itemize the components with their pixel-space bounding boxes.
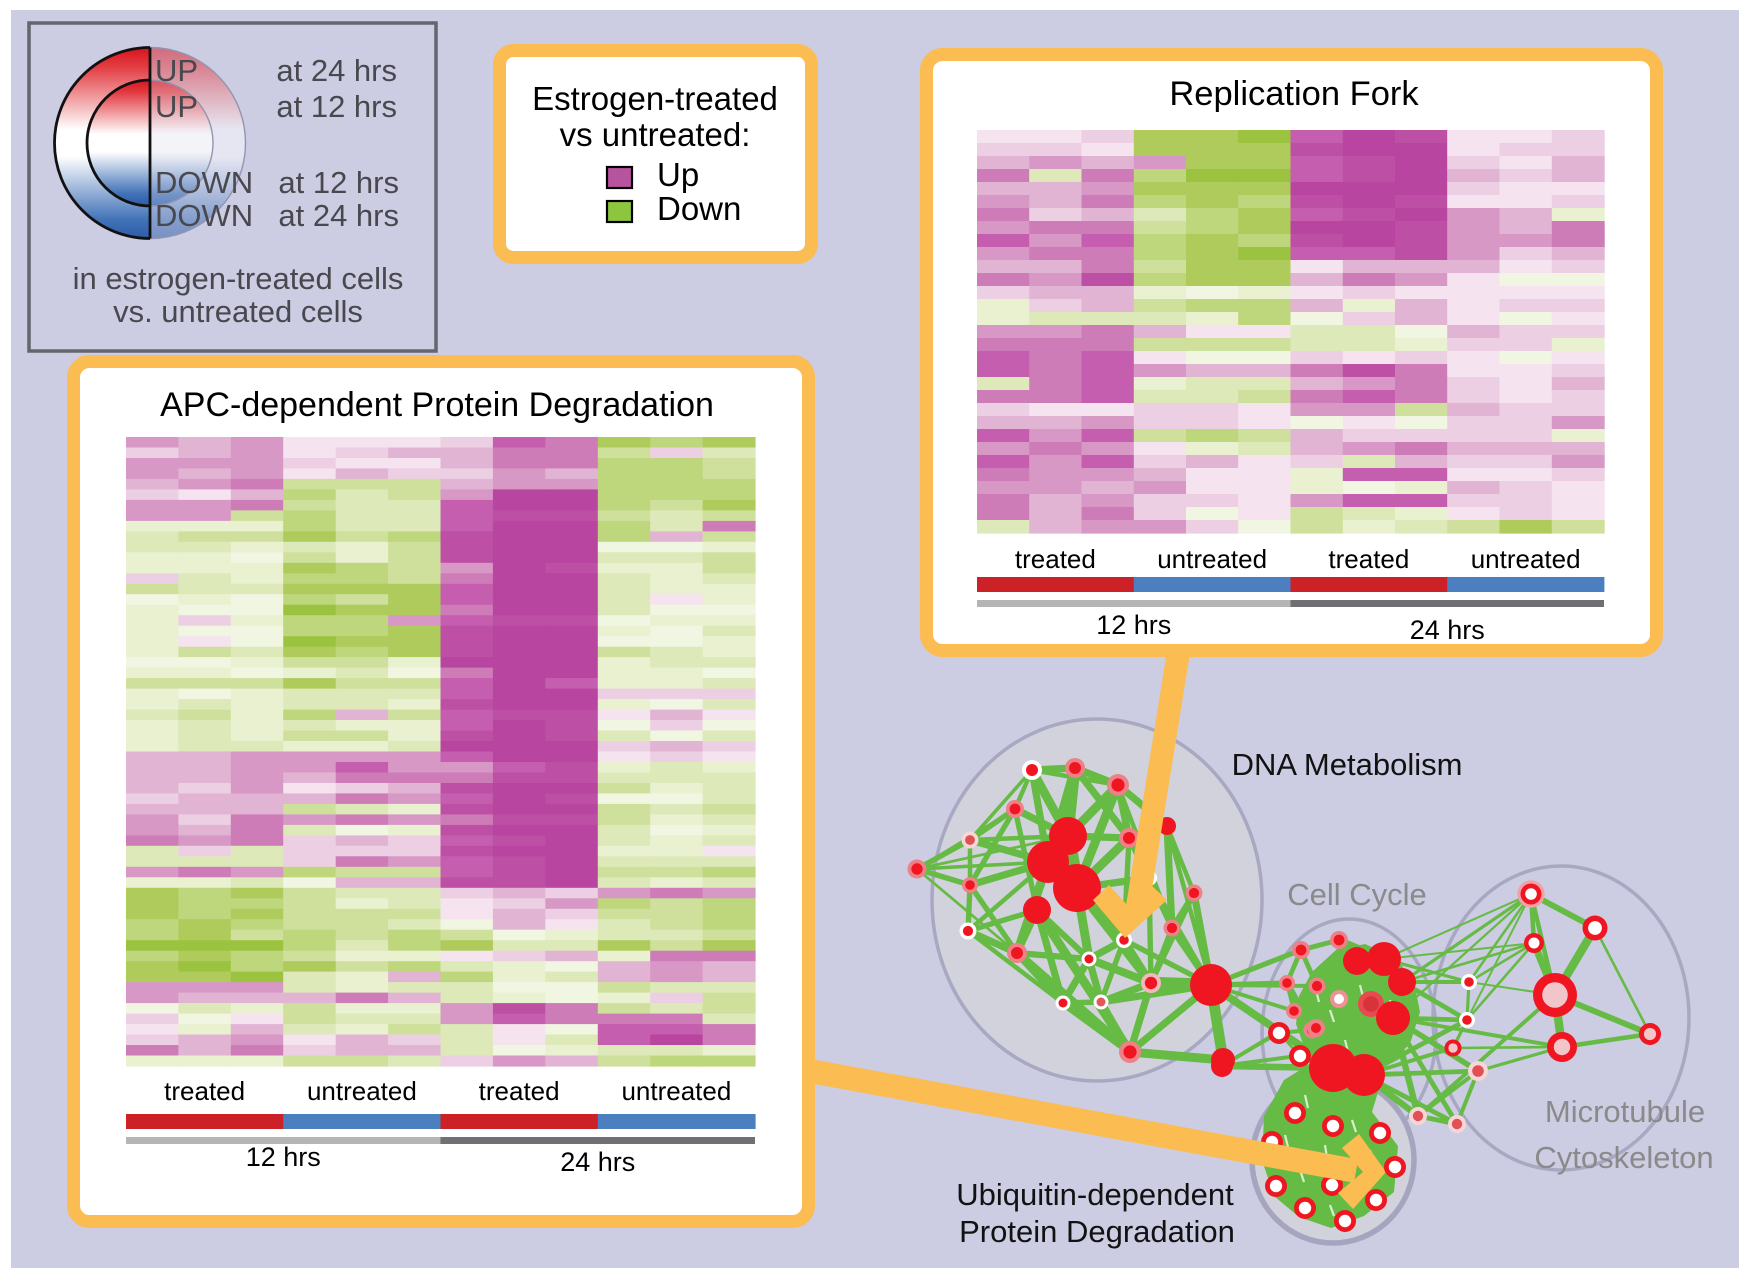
svg-text:Up: Up [657, 156, 699, 193]
svg-text:DOWN: DOWN [155, 198, 253, 233]
svg-text:at 24 hrs: at 24 hrs [276, 53, 397, 88]
svg-text:12 hrs: 12 hrs [1096, 610, 1171, 640]
svg-text:untreated: untreated [621, 1076, 731, 1106]
svg-text:12 hrs: 12 hrs [246, 1142, 321, 1172]
svg-text:treated: treated [479, 1076, 560, 1106]
svg-text:24 hrs: 24 hrs [560, 1147, 635, 1177]
svg-text:untreated: untreated [1157, 544, 1267, 574]
svg-text:APC-dependent Protein Degradat: APC-dependent Protein Degradation [160, 386, 714, 424]
svg-text:untreated: untreated [307, 1076, 417, 1106]
svg-text:at 12 hrs: at 12 hrs [276, 89, 397, 124]
svg-text:untreated: untreated [1471, 544, 1581, 574]
svg-text:Down: Down [657, 190, 741, 227]
svg-text:Cytoskeleton: Cytoskeleton [1534, 1140, 1713, 1175]
svg-text:DOWN: DOWN [155, 165, 253, 200]
svg-text:DNA Metabolism: DNA Metabolism [1232, 747, 1463, 782]
svg-text:Ubiquitin-dependent: Ubiquitin-dependent [956, 1177, 1234, 1212]
svg-text:UP: UP [155, 53, 198, 88]
svg-text:24 hrs: 24 hrs [1410, 615, 1485, 645]
svg-text:treated: treated [1015, 544, 1096, 574]
svg-text:in estrogen-treated cells: in estrogen-treated cells [73, 261, 404, 296]
svg-text:Replication Fork: Replication Fork [1169, 75, 1419, 113]
svg-text:treated: treated [164, 1076, 245, 1106]
svg-text:vs. untreated cells: vs. untreated cells [113, 294, 363, 329]
svg-text:UP: UP [155, 89, 198, 124]
svg-text:Protein Degradation: Protein Degradation [959, 1214, 1235, 1249]
svg-text:at 12 hrs: at 12 hrs [278, 165, 399, 200]
svg-text:vs untreated:: vs untreated: [560, 116, 751, 153]
svg-text:at 24 hrs: at 24 hrs [278, 198, 399, 233]
svg-text:Estrogen-treated: Estrogen-treated [532, 80, 778, 117]
svg-text:treated: treated [1328, 544, 1409, 574]
svg-text:Cell Cycle: Cell Cycle [1287, 877, 1427, 912]
svg-text:Microtubule: Microtubule [1545, 1094, 1705, 1129]
